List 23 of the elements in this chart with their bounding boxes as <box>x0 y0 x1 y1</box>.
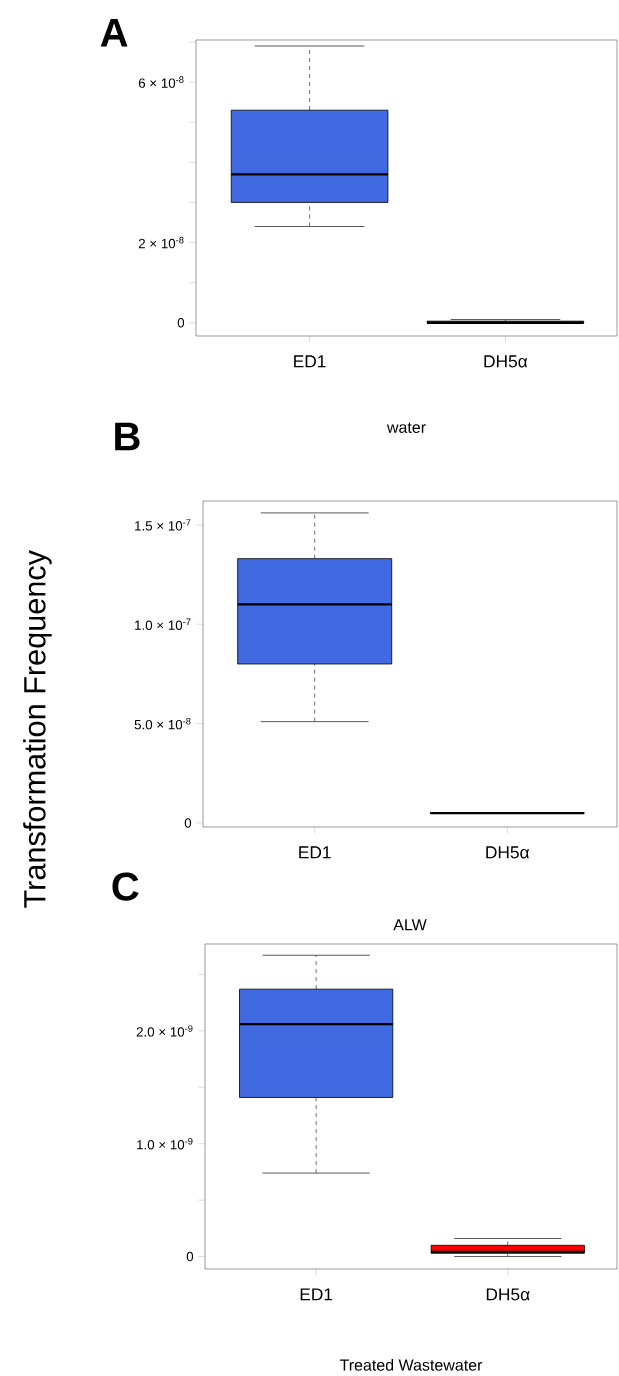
y-tick-label: 0 <box>177 318 185 328</box>
chart-title: B <box>115 422 140 451</box>
y-tick-label: 5.0 × 10$^{-8}$ <box>134 717 191 730</box>
x-axis-title: Treated Wastewater <box>339 1359 483 1371</box>
y-tick-label: 6 × 10$^{-8}$ <box>138 76 184 88</box>
y-tick-label: 2 × 10$^{-8}$ <box>138 236 184 249</box>
x-tick-label: ED1 <box>294 355 326 368</box>
y-tick-label: 1.0 × 10$^{-7}$ <box>135 618 191 630</box>
x-axis-title: ALW <box>393 919 427 931</box>
chart-title: A <box>100 18 128 47</box>
y-tick-label: 1.5 × 10$^{-7}$ <box>135 519 191 531</box>
x-tick-label: DH5α <box>486 846 530 859</box>
x-tick-label: ED1 <box>299 846 331 859</box>
x-axis-title: water <box>386 422 426 433</box>
x-tick-label: ED1 <box>300 1288 333 1301</box>
y-tick-label: 1.0 × 10$^{-9}$ <box>137 1138 193 1150</box>
y-axis-title: Transformation Frequency <box>23 550 52 908</box>
x-tick-label: DH5α <box>484 355 528 368</box>
y-tick-label: 0 <box>186 1251 194 1262</box>
chart-title: C <box>112 872 139 901</box>
y-tick-label: 0 <box>184 818 192 828</box>
y-tick-label: 2.0 × 10$^{-9}$ <box>136 1025 193 1037</box>
x-tick-label: DH5α <box>486 1288 530 1301</box>
